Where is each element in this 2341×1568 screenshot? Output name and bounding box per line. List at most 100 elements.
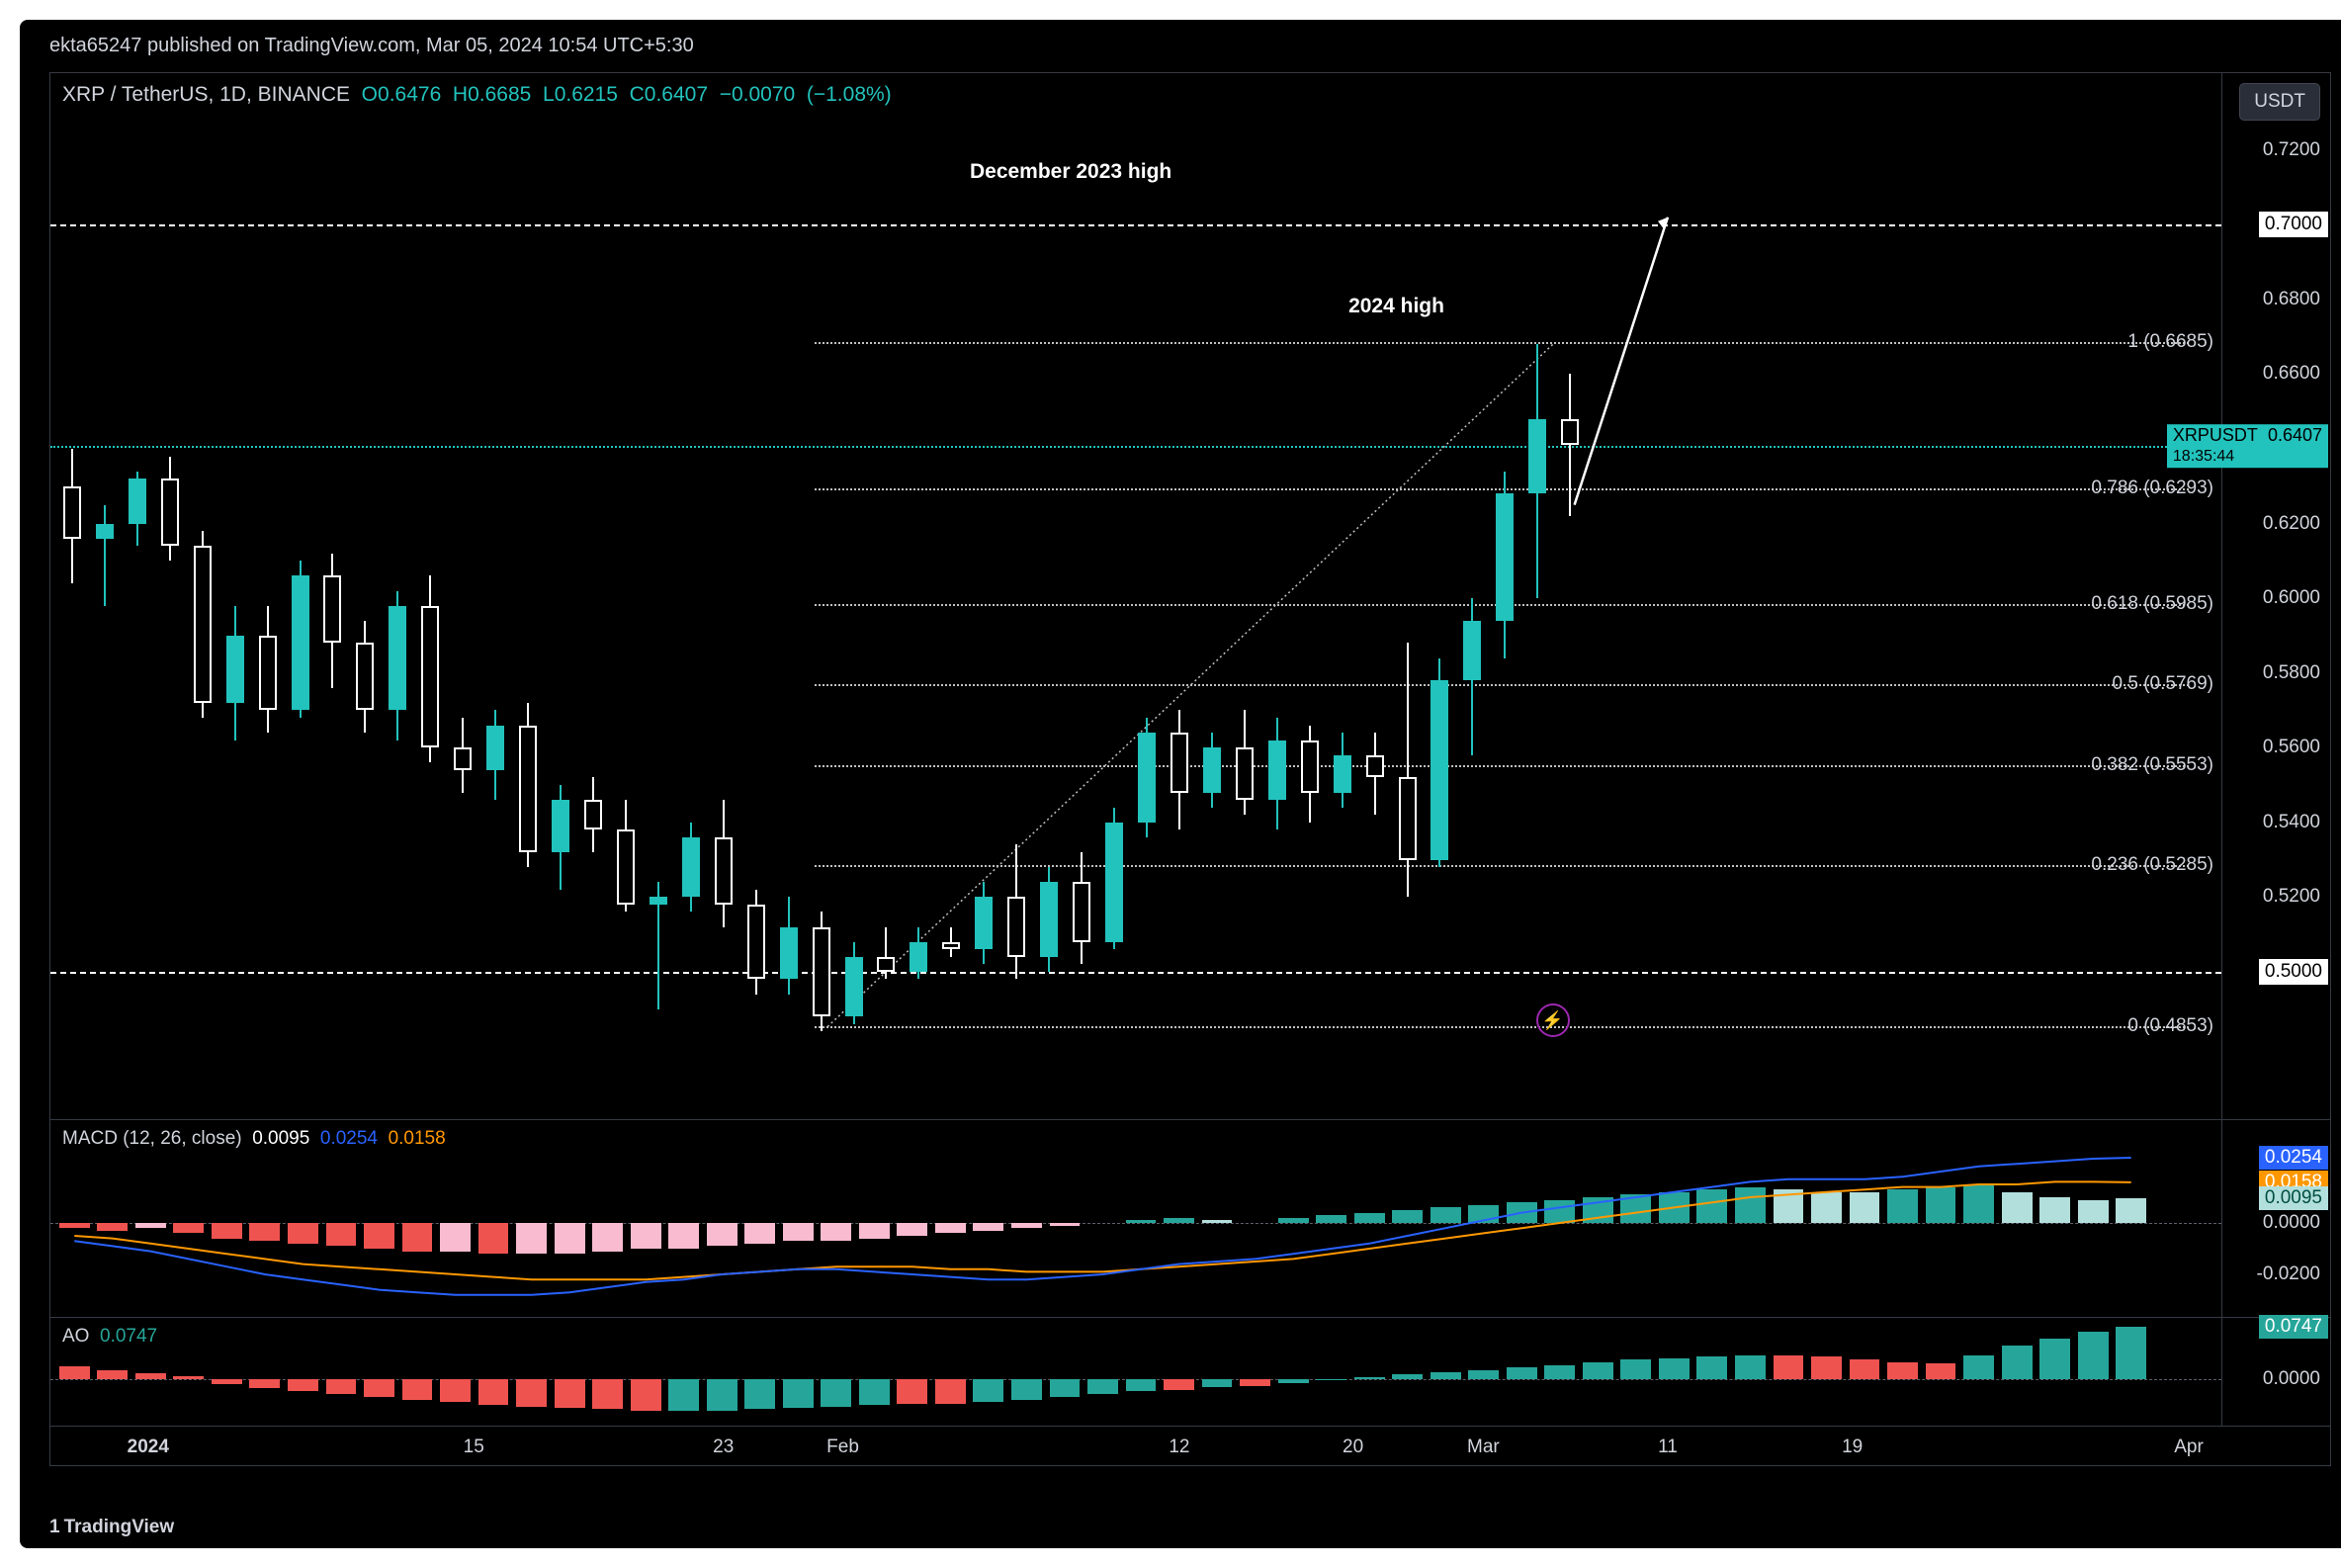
ao-hist-bar	[1583, 1362, 1613, 1379]
ao-hist-bar	[668, 1379, 699, 1411]
ao-hist-bar	[97, 1370, 128, 1378]
ao-hist-bar	[1202, 1379, 1233, 1387]
current-price-tag: XRPUSDT 0.640718:35:44	[2167, 425, 2328, 469]
ao-hist-bar	[326, 1379, 357, 1394]
chart-annotation[interactable]: December 2023 high	[970, 160, 1171, 184]
ao-hist-bar	[592, 1379, 623, 1410]
ohlc-l: 0.6215	[555, 83, 618, 106]
macd-title: MACD (12, 26, close) 0.0095 0.0254 0.015…	[62, 1128, 446, 1150]
y-tick: 0.5200	[2263, 886, 2320, 908]
y-tick: 0.5400	[2263, 812, 2320, 833]
lightning-icon[interactable]: ⚡	[1536, 1003, 1570, 1037]
ao-hist-bar	[1696, 1356, 1727, 1378]
time-axis-tick: 19	[1842, 1437, 1863, 1458]
current-price-line	[50, 446, 2221, 448]
ao-hist-bar	[1278, 1379, 1309, 1383]
fib-level-line[interactable]	[815, 1026, 2189, 1028]
ao-hist-bar	[859, 1379, 890, 1406]
ao-hist-bar	[631, 1379, 661, 1411]
ohlc-c: 0.6407	[645, 83, 708, 106]
price-tag-value: 0.6407	[2268, 426, 2322, 446]
ao-hist-bar	[478, 1379, 509, 1406]
watermark-text: TradingView	[64, 1517, 175, 1537]
ao-hist-bar	[516, 1379, 547, 1407]
ao-hist-bar	[1240, 1379, 1270, 1386]
fib-level-label: 0.236 (0.5285)	[2091, 854, 2213, 876]
ao-hist-bar	[1164, 1379, 1194, 1390]
fib-level-line[interactable]	[815, 684, 2189, 686]
y-tick: 0.5600	[2263, 737, 2320, 758]
macd-line-val: 0.0254	[320, 1128, 378, 1149]
macd-lines	[50, 1120, 2221, 1318]
tradingview-watermark: 1TradingView	[49, 1517, 174, 1538]
ao-hist-bar	[173, 1376, 204, 1379]
ao-panel[interactable]: AO 0.0747 0.07470.0000	[49, 1318, 2331, 1427]
chart-annotation[interactable]: 2024 high	[1348, 295, 1444, 318]
ao-hist-bar	[744, 1379, 775, 1410]
y-tick: 0.5800	[2263, 662, 2320, 684]
time-axis-tick: Mar	[1467, 1437, 1500, 1458]
y-tick: 0.7200	[2263, 139, 2320, 161]
ao-hist-bar	[1316, 1379, 1346, 1380]
ao-hist-bar	[1392, 1374, 1423, 1378]
ao-hist-bar	[364, 1379, 394, 1397]
ao-hist-bar	[1011, 1379, 1042, 1400]
ao-hist-bar	[440, 1379, 471, 1403]
ao-hist-bar	[1887, 1362, 1918, 1379]
ohlc-pct: (−1.08%)	[807, 83, 892, 106]
ao-hist-bar	[821, 1379, 851, 1407]
ohlc-chg: −0.0070	[720, 83, 796, 106]
horizontal-line[interactable]	[50, 972, 2221, 974]
fib-level-line[interactable]	[815, 342, 2189, 344]
ao-hist-bar	[212, 1379, 242, 1385]
y-tick: 0.7000	[2259, 212, 2328, 237]
macd-y-tick: 0.0254	[2259, 1146, 2328, 1170]
ao-plot	[50, 1318, 2221, 1426]
fib-level-label: 1 (0.6685)	[2127, 331, 2213, 353]
y-tick: 0.6600	[2263, 363, 2320, 385]
fib-level-label: 0 (0.4853)	[2127, 1015, 2213, 1037]
macd-panel[interactable]: MACD (12, 26, close) 0.0095 0.0254 0.015…	[49, 1120, 2331, 1318]
time-axis-tick: 20	[1343, 1437, 1363, 1458]
time-axis-tick: 23	[713, 1437, 734, 1458]
price-panel[interactable]: 1 (0.6685)0.786 (0.6293)0.618 (0.5985)0.…	[50, 113, 2221, 1119]
ao-hist-bar	[973, 1379, 1003, 1403]
ao-y-axis[interactable]: 0.07470.0000	[2221, 1318, 2330, 1426]
fib-level-label: 0.382 (0.5553)	[2091, 754, 2213, 776]
ao-hist-bar	[288, 1379, 318, 1392]
ohlc-o: 0.6476	[378, 83, 441, 106]
ao-hist-bar	[1050, 1379, 1081, 1397]
time-axis-tick: 2024	[128, 1437, 169, 1458]
chart-container: ekta65247 published on TradingView.com, …	[20, 20, 2341, 1548]
ao-hist-bar	[1659, 1358, 1690, 1379]
ao-hist-bar	[1963, 1355, 1994, 1379]
fib-level-line[interactable]	[815, 865, 2189, 867]
symbol-label: XRP / TetherUS, 1D, BINANCE	[62, 83, 350, 106]
horizontal-line[interactable]	[50, 224, 2221, 226]
macd-y-axis[interactable]: 0.02540.01580.00950.0000-0.0200	[2221, 1120, 2330, 1317]
ao-hist-bar	[402, 1379, 433, 1400]
fib-level-line[interactable]	[815, 488, 2189, 490]
ao-hist-bar	[1354, 1377, 1385, 1378]
time-axis[interactable]: 20241523Feb1220Mar1119Apr	[49, 1427, 2331, 1466]
ao-hist-bar	[1126, 1379, 1157, 1392]
price-chart[interactable]: XRP / TetherUS, 1D, BINANCE O0.6476 H0.6…	[49, 72, 2331, 1120]
overlay-svg	[50, 113, 2221, 1119]
ao-hist-bar	[135, 1373, 166, 1379]
ao-hist-bar	[2116, 1327, 2146, 1378]
fib-level-line[interactable]	[815, 765, 2189, 767]
fib-level-label: 0.5 (0.5769)	[2113, 673, 2213, 695]
ao-hist-bar	[2002, 1346, 2033, 1379]
ao-hist-bar	[783, 1379, 814, 1408]
currency-selector[interactable]: USDT	[2239, 83, 2320, 121]
y-tick: 0.6200	[2263, 513, 2320, 535]
ao-hist-bar	[249, 1379, 280, 1389]
ao-hist-bar	[935, 1379, 966, 1404]
ao-hist-bar	[1811, 1356, 1842, 1378]
macd-y-tick: 0.0095	[2259, 1186, 2328, 1210]
ao-hist-bar	[2078, 1332, 2109, 1379]
y-tick: 0.6800	[2263, 289, 2320, 310]
price-y-axis[interactable]: 0.72000.70000.68000.66000.62000.60000.58…	[2221, 73, 2330, 1119]
ao-hist-bar	[1507, 1367, 1537, 1378]
ohlc-h: 0.6685	[468, 83, 531, 106]
